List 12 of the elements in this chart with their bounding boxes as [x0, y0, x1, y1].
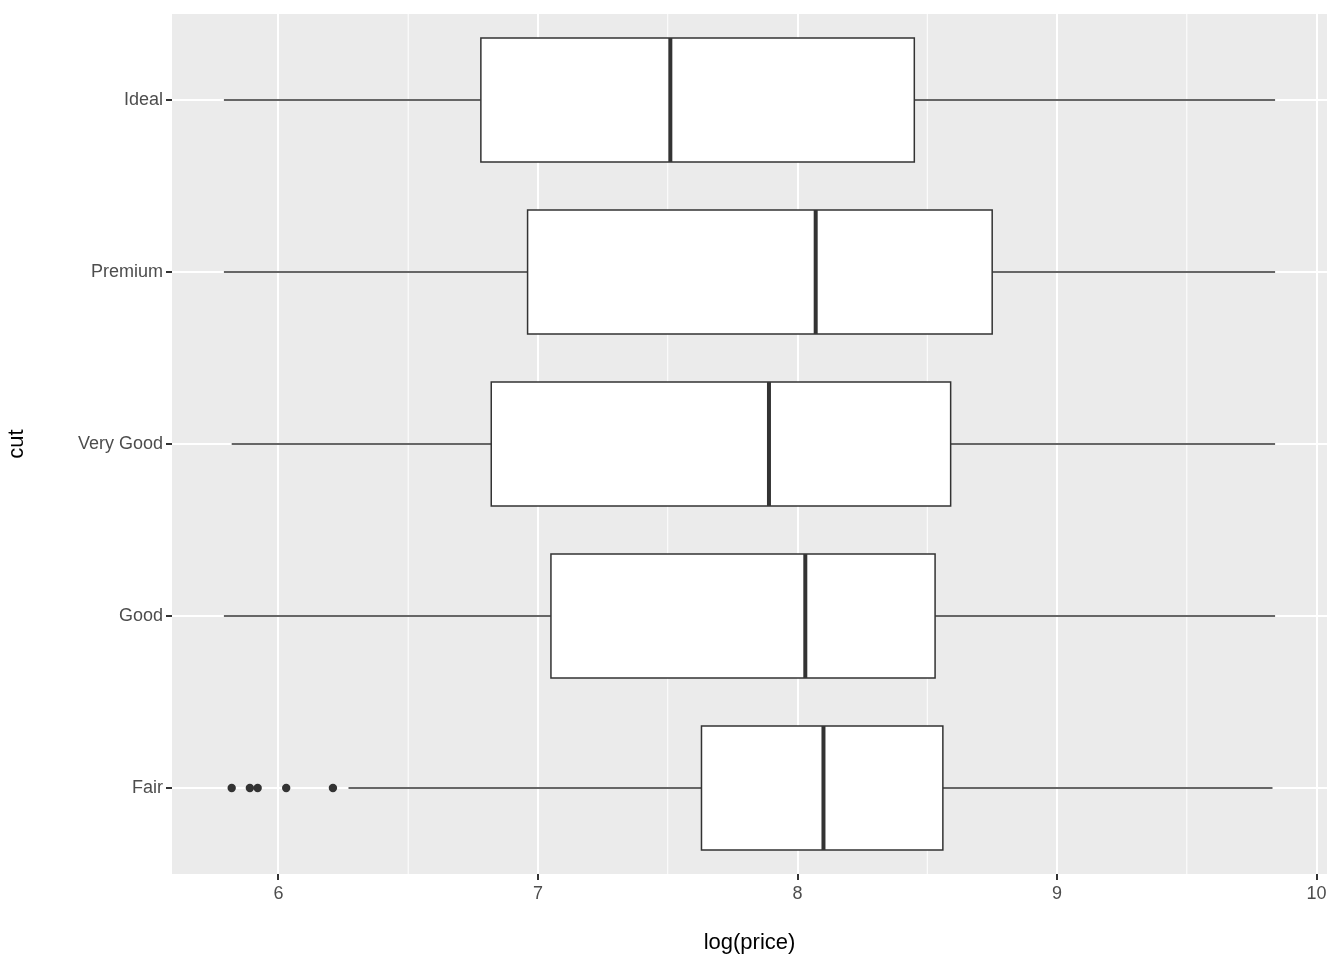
x-tick-label: 6 — [273, 882, 284, 903]
y-tick-label: Ideal — [123, 88, 163, 109]
x-tick-label: 10 — [1306, 882, 1327, 903]
y-axis-title: cut — [3, 429, 29, 459]
x-tick-label: 8 — [792, 882, 803, 903]
x-axis-title: log(price) — [703, 928, 796, 954]
y-tick-label: Very Good — [77, 432, 163, 453]
y-tick-label: Good — [118, 604, 163, 625]
x-tick-label: 9 — [1052, 882, 1063, 903]
y-tick-label: Fair — [132, 776, 163, 797]
y-tick-label: Premium — [90, 260, 163, 281]
x-tick-label: 7 — [532, 882, 543, 903]
